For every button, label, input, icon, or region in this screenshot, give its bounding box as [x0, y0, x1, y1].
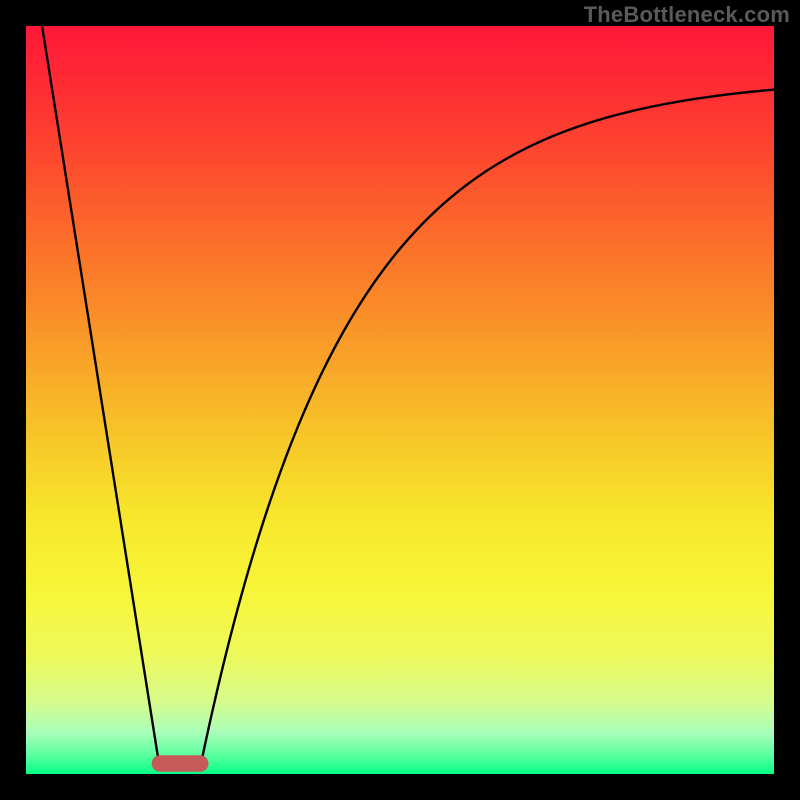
chart-svg [26, 26, 774, 774]
watermark-text: TheBottleneck.com [584, 2, 790, 28]
plot-area [26, 26, 774, 774]
vertex-marker [152, 755, 209, 771]
chart-frame: TheBottleneck.com [0, 0, 800, 800]
gradient-background [26, 26, 774, 774]
